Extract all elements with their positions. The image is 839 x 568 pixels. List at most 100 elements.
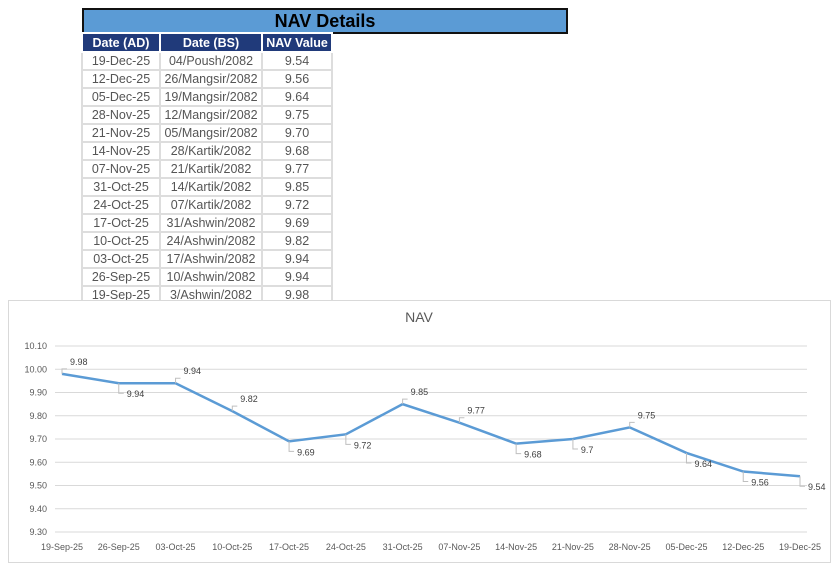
table-cell: 24-Oct-25 <box>81 195 161 215</box>
data-label: 9.94 <box>184 366 202 376</box>
x-tick-label: 10-Oct-25 <box>212 542 252 552</box>
table-cell: 9.72 <box>261 195 333 215</box>
table-cell: 9.77 <box>261 159 333 179</box>
table-cell: 07/Kartik/2082 <box>159 195 263 215</box>
x-tick-label: 07-Nov-25 <box>438 542 480 552</box>
label-leader <box>175 377 181 384</box>
data-label: 9.7 <box>581 445 594 455</box>
data-label: 9.98 <box>70 357 88 367</box>
label-leader <box>61 368 67 374</box>
table-cell: 26-Sep-25 <box>81 267 161 287</box>
table-row: 19-Dec-25 04/Poush/2082 9.54 <box>81 51 333 71</box>
header-cell: NAV Value <box>261 32 333 53</box>
table-cell: 9.56 <box>261 69 333 89</box>
table-cell: 9.69 <box>261 213 333 233</box>
table-row: 17-Oct-25 31/Ashwin/2082 9.69 <box>81 213 333 233</box>
x-tick-label: 17-Oct-25 <box>269 542 309 552</box>
table-row: 28-Nov-25 12/Mangsir/2082 9.75 <box>81 105 333 125</box>
table-cell: 31-Oct-25 <box>81 177 161 197</box>
table-row: 03-Oct-25 17/Ashwin/2082 9.94 <box>81 249 333 269</box>
label-leader <box>685 452 692 464</box>
x-tick-label: 21-Nov-25 <box>552 542 594 552</box>
header-cell: Date (BS) <box>159 32 263 53</box>
nav-table: Date (AD) Date (BS) NAV Value 19-Dec-25 04/P… <box>81 32 333 305</box>
table-cell: 26/Mangsir/2082 <box>159 69 263 89</box>
data-label: 9.75 <box>638 410 656 420</box>
table-cell: 9.85 <box>261 177 333 197</box>
label-leader <box>799 476 805 487</box>
data-label: 9.56 <box>751 478 769 488</box>
data-label: 9.64 <box>694 459 712 469</box>
table-cell: 14-Nov-25 <box>81 141 161 161</box>
y-tick-label: 9.70 <box>29 434 47 444</box>
table-cell: 24/Ashwin/2082 <box>159 231 263 251</box>
label-leader <box>118 383 124 394</box>
data-label: 9.82 <box>240 394 258 404</box>
table-cell: 19/Mangsir/2082 <box>159 87 263 107</box>
table-row: 24-Oct-25 07/Kartik/2082 9.72 <box>81 195 333 215</box>
table-cell: 14/Kartik/2082 <box>159 177 263 197</box>
table-cell: 17-Oct-25 <box>81 213 161 233</box>
table-row: 10-Oct-25 24/Ashwin/2082 9.82 <box>81 231 333 251</box>
x-tick-label: 05-Dec-25 <box>665 542 707 552</box>
table-cell: 10/Ashwin/2082 <box>159 267 263 287</box>
table-cell: 9.75 <box>261 105 333 125</box>
y-tick-label: 10.00 <box>24 364 47 374</box>
y-tick-label: 9.50 <box>29 481 47 491</box>
x-tick-label: 03-Oct-25 <box>156 542 196 552</box>
y-tick-label: 9.90 <box>29 388 47 398</box>
label-leader <box>515 443 522 455</box>
table-cell: 9.94 <box>261 267 333 287</box>
label-leader <box>231 405 238 412</box>
data-label: 9.94 <box>127 389 145 399</box>
table-cell: 9.64 <box>261 87 333 107</box>
table-row: 12-Dec-25 26/Mangsir/2082 9.56 <box>81 69 333 89</box>
table-row: 21-Nov-25 05/Mangsir/2082 9.70 <box>81 123 333 143</box>
table-cell: 17/Ashwin/2082 <box>159 249 263 269</box>
label-leader <box>742 471 749 483</box>
x-tick-label: 26-Sep-25 <box>98 542 140 552</box>
label-leader <box>288 441 295 452</box>
table-cell: 19-Dec-25 <box>81 51 161 71</box>
table-cell: 07-Nov-25 <box>81 159 161 179</box>
data-label: 9.54 <box>808 482 826 492</box>
data-label: 9.72 <box>354 440 372 450</box>
x-tick-label: 24-Oct-25 <box>326 542 366 552</box>
y-tick-label: 9.40 <box>29 504 47 514</box>
label-leader <box>345 434 351 445</box>
y-tick-label: 9.30 <box>29 527 47 537</box>
x-tick-label: 31-Oct-25 <box>383 542 423 552</box>
table-cell: 9.68 <box>261 141 333 161</box>
table-cell: 9.70 <box>261 123 333 143</box>
table-title: NAV Details <box>82 8 568 34</box>
line-series <box>61 372 801 478</box>
table-cell: 03-Oct-25 <box>81 249 161 269</box>
data-label: 9.68 <box>524 450 542 460</box>
data-label: 9.77 <box>467 406 485 416</box>
chart-frame <box>8 300 831 563</box>
label-leader <box>629 421 635 428</box>
label-leader <box>402 398 408 405</box>
data-label: 9.69 <box>297 447 315 457</box>
table-cell: 28/Kartik/2082 <box>159 141 263 161</box>
table-cell: 05-Dec-25 <box>81 87 161 107</box>
header-row: Date (AD) Date (BS) NAV Value <box>81 32 333 53</box>
table-cell: 05/Mangsir/2082 <box>159 123 263 143</box>
table-row: 26-Sep-25 10/Ashwin/2082 9.94 <box>81 267 333 287</box>
table-cell: 9.54 <box>261 51 333 71</box>
x-tick-label: 19-Dec-25 <box>779 542 821 552</box>
y-tick-label: 9.60 <box>29 457 47 467</box>
table-row: 14-Nov-25 28/Kartik/2082 9.68 <box>81 141 333 161</box>
table-cell: 12-Dec-25 <box>81 69 161 89</box>
x-tick-label: 19-Sep-25 <box>41 542 83 552</box>
x-tick-label: 28-Nov-25 <box>609 542 651 552</box>
table-row: 05-Dec-25 19/Mangsir/2082 9.64 <box>81 87 333 107</box>
table-cell: 31/Ashwin/2082 <box>159 213 263 233</box>
table-cell: 9.82 <box>261 231 333 251</box>
table-cell: 21-Nov-25 <box>81 123 161 143</box>
table-cell: 12/Mangsir/2082 <box>159 105 263 125</box>
data-label: 9.85 <box>411 387 429 397</box>
table-cell: 21/Kartik/2082 <box>159 159 263 179</box>
label-leader <box>458 417 465 423</box>
